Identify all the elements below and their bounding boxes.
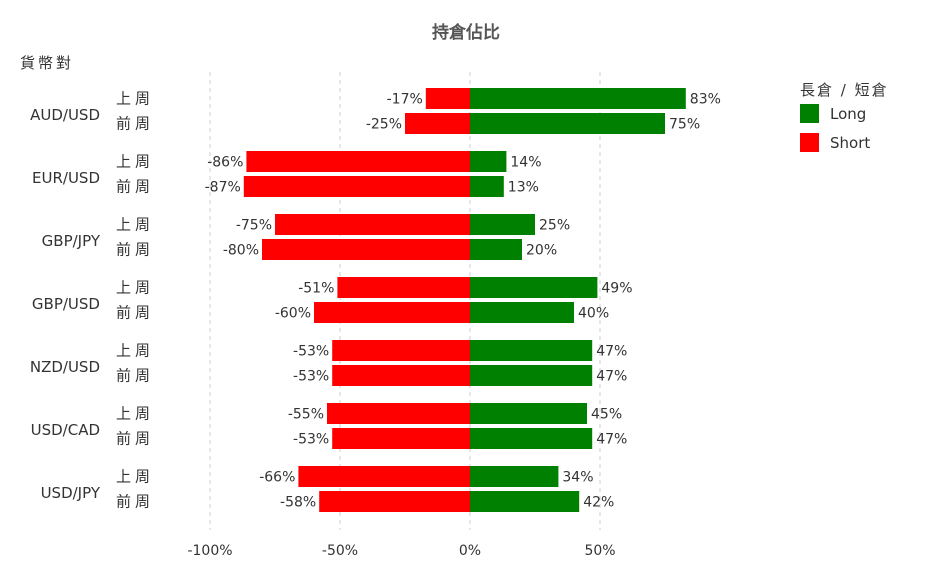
- period-label: 上周: [116, 153, 154, 171]
- long-data-label: 47%: [596, 344, 627, 360]
- period-label: 上周: [116, 342, 154, 360]
- long-bar: [470, 88, 686, 109]
- short-data-label: -86%: [207, 155, 243, 171]
- period-label: 前周: [116, 304, 154, 322]
- legend-title: 長倉 / 短倉: [800, 81, 889, 99]
- short-bar: [314, 302, 470, 323]
- x-tick-label: 0%: [459, 543, 481, 559]
- short-data-label: -17%: [387, 92, 423, 108]
- long-bar: [470, 239, 522, 260]
- short-bar: [337, 277, 470, 298]
- short-data-label: -53%: [293, 344, 329, 360]
- x-tick-label: -100%: [187, 543, 232, 559]
- category-label: GBP/JPY: [42, 232, 101, 250]
- period-label: 上周: [116, 90, 154, 108]
- short-data-label: -80%: [223, 243, 259, 259]
- long-bar: [470, 466, 559, 487]
- long-data-label: 45%: [591, 407, 622, 423]
- short-bar: [275, 214, 470, 235]
- legend-label-long: Long: [830, 105, 866, 123]
- short-data-label: -75%: [236, 218, 272, 234]
- category-label: GBP/USD: [32, 295, 100, 313]
- short-bar: [319, 491, 470, 512]
- short-bar: [332, 340, 470, 361]
- short-bar: [405, 113, 470, 134]
- category-label: NZD/USD: [30, 358, 100, 376]
- long-data-label: 49%: [601, 281, 632, 297]
- long-data-label: 47%: [596, 369, 627, 385]
- short-bar: [332, 365, 470, 386]
- category-label: USD/JPY: [41, 484, 101, 502]
- x-tick-label: -50%: [322, 543, 358, 559]
- long-data-label: 34%: [562, 470, 593, 486]
- long-bar: [470, 151, 507, 172]
- long-data-label: 75%: [669, 117, 700, 133]
- period-label: 上周: [116, 405, 154, 423]
- period-label: 前周: [116, 115, 154, 133]
- period-label: 前周: [116, 178, 154, 196]
- short-bar: [332, 428, 470, 449]
- long-data-label: 42%: [583, 495, 614, 511]
- long-bar: [470, 340, 593, 361]
- chart-title: 持倉佔比: [432, 22, 500, 43]
- short-bar: [425, 88, 470, 109]
- long-bar: [470, 428, 593, 449]
- short-bar: [246, 151, 470, 172]
- long-data-label: 14%: [510, 155, 541, 171]
- long-bar: [470, 491, 580, 512]
- long-bar: [470, 113, 665, 134]
- short-data-label: -51%: [298, 281, 334, 297]
- short-data-label: -66%: [259, 470, 295, 486]
- short-bar: [327, 403, 470, 424]
- legend-swatch-short: [800, 133, 819, 152]
- long-data-label: 47%: [596, 432, 627, 448]
- long-bar: [470, 365, 593, 386]
- short-bar: [298, 466, 470, 487]
- short-bar: [262, 239, 470, 260]
- period-label: 上周: [116, 468, 154, 486]
- long-data-label: 25%: [539, 218, 570, 234]
- legend-swatch-long: [800, 104, 819, 123]
- period-label: 上周: [116, 279, 154, 297]
- x-tick-label: 50%: [584, 543, 615, 559]
- y-axis-title: 貨幣對: [20, 54, 74, 72]
- period-label: 前周: [116, 367, 154, 385]
- legend-label-short: Short: [830, 134, 870, 152]
- short-data-label: -53%: [293, 369, 329, 385]
- long-bar: [470, 277, 598, 298]
- period-label: 前周: [116, 493, 154, 511]
- category-label: USD/CAD: [31, 421, 100, 439]
- category-label: EUR/USD: [32, 169, 100, 187]
- short-bar: [243, 176, 470, 197]
- long-bar: [470, 214, 535, 235]
- short-data-label: -53%: [293, 432, 329, 448]
- short-data-label: -87%: [205, 180, 241, 196]
- long-bar: [470, 302, 574, 323]
- long-data-label: 13%: [508, 180, 539, 196]
- period-label: 前周: [116, 430, 154, 448]
- long-bar: [470, 176, 504, 197]
- long-data-label: 20%: [526, 243, 557, 259]
- long-bar: [470, 403, 587, 424]
- short-data-label: -60%: [275, 306, 311, 322]
- category-label: AUD/USD: [30, 106, 100, 124]
- long-data-label: 40%: [578, 306, 609, 322]
- period-label: 前周: [116, 241, 154, 259]
- short-data-label: -58%: [280, 495, 316, 511]
- short-data-label: -25%: [366, 117, 402, 133]
- legend: Long Short: [800, 104, 870, 152]
- period-label: 上周: [116, 216, 154, 234]
- long-data-label: 83%: [690, 92, 721, 108]
- short-data-label: -55%: [288, 407, 324, 423]
